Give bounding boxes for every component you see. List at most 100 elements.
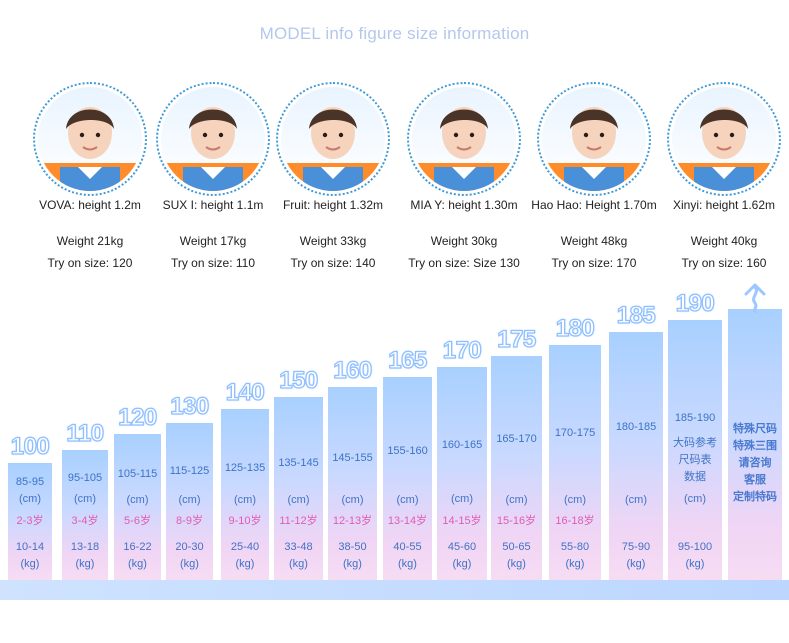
weight-range: 10-14 (15, 541, 45, 553)
height-unit: (cm) (341, 494, 364, 506)
weight-range: 95-100 (677, 541, 713, 553)
model-weight: Weight 17kg (179, 234, 247, 248)
height-range: 155-160 (387, 445, 428, 457)
model-photo (407, 82, 521, 196)
weight-range: 20-30 (175, 541, 204, 553)
size-column-100: 100 85-95 (cm) 2-3岁 10-14 (kg) (8, 432, 52, 580)
age-range: 11-12岁 (279, 515, 318, 527)
height-range: 165-170 (496, 433, 537, 445)
model-photo (537, 82, 651, 196)
size-label: 170 (442, 336, 482, 364)
model-weight: Weight 30kg (430, 234, 498, 248)
size-note: 大码参考 (673, 437, 717, 449)
height-unit: (cm) (74, 493, 96, 505)
model-photo (667, 82, 781, 196)
height-unit: (cm) (396, 494, 419, 506)
age-range: 15-16岁 (496, 515, 537, 527)
special-line: 特殊三围 (733, 440, 777, 452)
size-column-165: 165 155-160 (cm) 13-14岁 40-55 (kg) (383, 346, 432, 580)
weight-unit: (kg) (128, 558, 147, 570)
height-range: 160-165 (441, 439, 483, 451)
model-weight: Weight 33kg (299, 234, 367, 248)
size-label: 185 (616, 301, 656, 329)
size-column-160: 160 145-155 (cm) 12-13岁 38-50 (kg) (328, 356, 377, 580)
model-name-height: VOVA: height 1.2m (39, 198, 141, 212)
weight-range: 50-65 (502, 541, 531, 553)
special-line: 客服 (744, 474, 766, 486)
model-photo (276, 82, 390, 196)
weight-range: 55-80 (560, 541, 590, 553)
size-column-175: 175 165-170 (cm) 15-16岁 50-65 (kg) (491, 325, 542, 580)
up-arrow-icon (744, 283, 766, 313)
height-unit: (cm) (287, 494, 310, 506)
weight-range: 38-50 (338, 541, 367, 553)
size-column-170: 170 160-165 (cm) 14-15岁 45-60 (kg) (437, 336, 487, 580)
size-label: 180 (555, 314, 595, 342)
size-label: 110 (66, 419, 105, 447)
model-name-height: SUX I: height 1.1m (162, 198, 264, 212)
special-line: 特殊尺码 (733, 423, 777, 435)
height-range: 125-135 (224, 462, 266, 474)
model-try-size: Try on size: Size 130 (408, 256, 520, 270)
weight-range: 13-18 (70, 541, 100, 553)
model-name-height: Fruit: height 1.32m (282, 198, 384, 212)
special-line: 请咨询 (738, 457, 772, 469)
height-range: 170-175 (554, 427, 596, 439)
height-range: 135-145 (278, 457, 319, 469)
size-label: 150 (279, 366, 319, 394)
weight-unit: (kg) (20, 558, 40, 570)
weight-unit: (kg) (75, 558, 95, 570)
model-weight: Weight 48kg (560, 234, 628, 248)
height-unit: (cm) (625, 494, 647, 506)
weight-unit: (kg) (452, 558, 472, 570)
height-range: 115-125 (169, 465, 210, 477)
model-name-height: MIA Y: height 1.30m (410, 198, 518, 212)
age-range: 3-4岁 (71, 515, 99, 527)
age-range: 14-15岁 (442, 515, 482, 527)
size-label: 130 (170, 392, 210, 420)
weight-unit: (kg) (289, 558, 308, 570)
height-unit: (cm) (234, 494, 256, 506)
size-note: 数据 (684, 471, 706, 483)
size-column-150: 150 135-145 (cm) 11-12岁 33-48 (kg) (274, 366, 323, 580)
weight-unit: (kg) (685, 558, 705, 570)
size-column-120: 120 105-115 (cm) 5-6岁 16-22 (kg) (114, 403, 161, 580)
size-label: 120 (118, 403, 158, 431)
size-column-140: 140 125-135 (cm) 9-10岁 25-40 (kg) (221, 378, 269, 580)
height-unit: (cm) (451, 493, 473, 505)
model-weight: Weight 40kg (690, 234, 758, 248)
age-range: 9-10岁 (228, 515, 262, 527)
size-note: 尺码表 (678, 454, 712, 466)
size-column-130: 130 115-125 (cm) 8-9岁 20-30 (kg) (166, 392, 213, 580)
height-unit: (cm) (684, 493, 706, 505)
page-title: MODEL info figure size information (259, 24, 530, 43)
weight-range: 16-22 (123, 541, 152, 553)
size-label: 160 (333, 356, 373, 384)
height-unit: (cm) (564, 494, 586, 506)
model-name-height: Xinyi: height 1.62m (672, 198, 776, 212)
age-range: 5-6岁 (124, 515, 151, 527)
height-range: 85-95 (15, 476, 45, 488)
model-try-size: Try on size: 120 (47, 256, 133, 270)
model-try-size: Try on size: 160 (681, 256, 767, 270)
size-column-180: 180 170-175 (cm) 16-18岁 55-80 (kg) (549, 314, 601, 580)
special-size-text: 特殊尺码 特殊三围 请咨询 客服 定制特码 (728, 421, 782, 506)
size-label: 190 (675, 289, 715, 317)
model-photo (156, 82, 270, 196)
weight-unit: (kg) (343, 558, 362, 570)
height-range: 145-155 (332, 452, 373, 464)
height-range: 180-185 (615, 421, 657, 433)
model-photo (33, 82, 147, 196)
age-range: 8-9岁 (176, 515, 203, 527)
weight-unit: (kg) (565, 558, 585, 570)
weight-range: 33-48 (284, 541, 313, 553)
weight-unit: (kg) (180, 558, 199, 570)
model-card: Fruit: height 1.32m Weight 33kg Try on siz… (263, 82, 403, 270)
height-unit: (cm) (178, 494, 201, 506)
size-label: 175 (497, 325, 537, 353)
height-range: 95-105 (67, 472, 103, 484)
model-name-height: Hao Hao: Height 1.70m (531, 198, 657, 212)
weight-range: 40-55 (393, 541, 422, 553)
weight-range: 45-60 (447, 541, 477, 553)
age-range: 2-3岁 (16, 515, 44, 527)
